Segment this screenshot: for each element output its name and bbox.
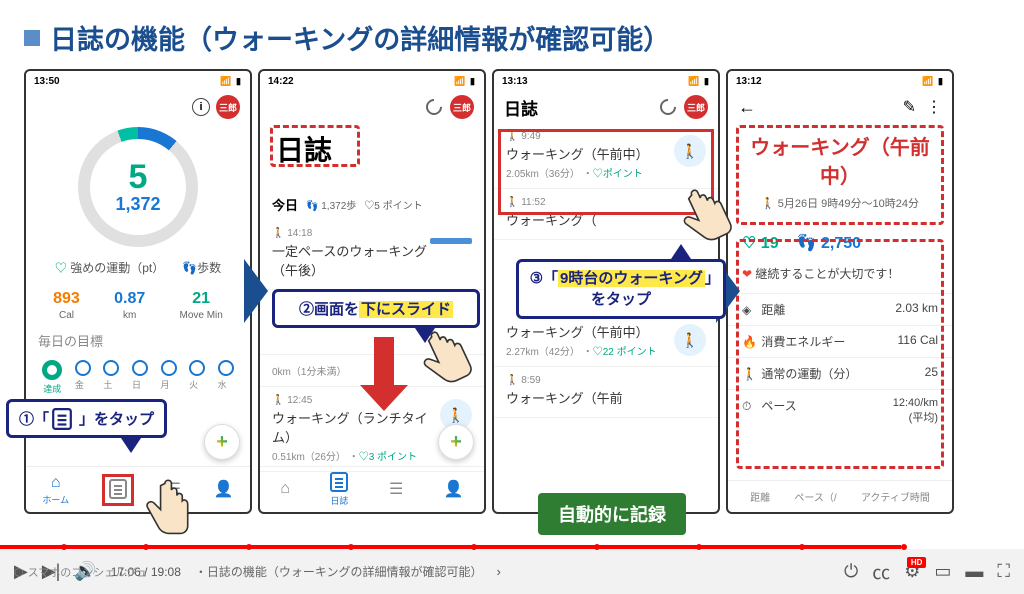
arrow-icon: [244, 259, 268, 323]
nav-journal[interactable]: [102, 474, 134, 506]
back-icon[interactable]: ←: [738, 97, 756, 118]
callout-3: ③「9時台のウォーキング」をタップ: [516, 259, 726, 319]
video-controls: ▶ ▶| 🔊 17:06 / 19:08 ・日誌の機能（ウォーキングの詳細情報が…: [0, 549, 1024, 594]
entry-1[interactable]: 🚶 14:18 一定ペースのウォーキング（午後）: [260, 220, 484, 290]
chapter-title[interactable]: ・日誌の機能（ウォーキングの詳細情報が確認可能）: [195, 563, 483, 580]
ring-points: 5: [129, 160, 148, 194]
arrow-down-icon: [374, 337, 394, 387]
metric-labels: ♡ 強めの運動（pt） 👣歩数: [26, 259, 250, 276]
app-header: i 三郎: [26, 91, 250, 123]
refresh-icon[interactable]: [423, 96, 446, 119]
avatar[interactable]: 三郎: [684, 95, 708, 119]
chevron-right-icon[interactable]: ›: [497, 564, 501, 579]
more-icon[interactable]: ⋮: [926, 97, 942, 117]
captions-icon[interactable]: ㏄: [872, 559, 890, 585]
stat-move: 21: [180, 290, 223, 308]
hand-icon: [138, 477, 194, 553]
slide: 日誌の機能（ウォーキングの詳細情報が確認可能） 13:50 📶 ▮ i 三郎 5…: [0, 0, 1024, 545]
avatar[interactable]: 三郎: [450, 95, 474, 119]
label-steps: 歩数: [197, 261, 221, 275]
autoplay-toggle[interactable]: ⏻: [844, 561, 858, 582]
days-row: 達成 金 土 日 月 火 水: [26, 360, 250, 395]
phones-row: 13:50 📶 ▮ i 三郎 5 1,372 ♡ 強めの運動（pt） 👣歩数 8…: [24, 69, 1000, 514]
status-bar: 13:50 📶 ▮: [26, 71, 250, 91]
nav-home[interactable]: ⌂ホーム: [42, 474, 69, 506]
entry[interactable]: 🚶 ウォーキング（午前中） 2.27km（42分） ・♡22 ポイント: [494, 312, 718, 367]
heart-icon: ♡: [55, 261, 67, 275]
avatar[interactable]: 三郎: [216, 95, 240, 119]
nav-profile[interactable]: 👤: [444, 479, 464, 500]
callout-1: ①「 」をタップ: [6, 399, 167, 438]
clock-text: 13:50: [34, 76, 60, 87]
activity-ring: 5 1,372: [26, 127, 250, 247]
entry[interactable]: 🚶 8:59 ウォーキング（午前: [494, 367, 718, 418]
hd-badge: HD: [907, 557, 927, 568]
brand-watermark: ⬡スマホのコンシェルジュ: [14, 564, 148, 580]
fullscreen-icon[interactable]: ⛶: [997, 561, 1010, 582]
journal-icon: [109, 479, 127, 499]
miniplayer-icon[interactable]: ▭: [934, 561, 951, 582]
nav-profile[interactable]: 👤: [214, 479, 234, 500]
stats-row: 893Cal 0.87km 21Move Min: [26, 290, 250, 321]
detail-tabs: 距離 ペース（/ アクティブ時間: [728, 480, 952, 512]
theater-icon[interactable]: ▬: [965, 561, 983, 582]
auto-record-badge: 自動的に記録: [538, 493, 686, 535]
walk-icon: 🚶: [674, 324, 706, 356]
steps-icon: 👣: [182, 261, 197, 275]
nav-journal[interactable]: 日誌: [330, 472, 348, 507]
clock-text: 13:13: [502, 76, 528, 87]
ring-steps: 1,372: [115, 194, 160, 215]
fab-add[interactable]: +: [438, 424, 474, 460]
edit-icon[interactable]: ✎: [903, 97, 916, 117]
daily-goal-label: 毎日の目標: [26, 321, 250, 360]
label-pt: 強めの運動（pt）: [70, 261, 164, 275]
title-bullet: [24, 30, 40, 46]
nav-home[interactable]: ⌂: [280, 480, 290, 499]
refresh-icon[interactable]: [657, 96, 680, 119]
nav-list[interactable]: ☰: [389, 479, 403, 500]
status-icons: 📶 ▮: [220, 76, 242, 87]
settings-icon[interactable]: ⚙HD: [904, 561, 920, 582]
slide-title: 日誌の機能（ウォーキングの詳細情報が確認可能）: [50, 18, 670, 57]
clock-text: 13:12: [736, 76, 762, 87]
stat-km: 0.87: [114, 290, 145, 308]
journal-header: 日誌: [504, 95, 538, 120]
fab-add[interactable]: +: [204, 424, 240, 460]
phone-4: 13:12📶 ▮ ←✎⋮ ウォーキング（午前中） 🚶 5月26日 9時49分～1…: [726, 69, 954, 514]
info-icon[interactable]: i: [192, 98, 210, 116]
clock-text: 14:22: [268, 76, 294, 87]
today-row: 今日 👣 1,372歩 ♡5 ポイント: [260, 189, 484, 220]
title-row: 日誌の機能（ウォーキングの詳細情報が確認可能）: [24, 18, 1000, 57]
stat-cal: 893: [53, 290, 80, 308]
